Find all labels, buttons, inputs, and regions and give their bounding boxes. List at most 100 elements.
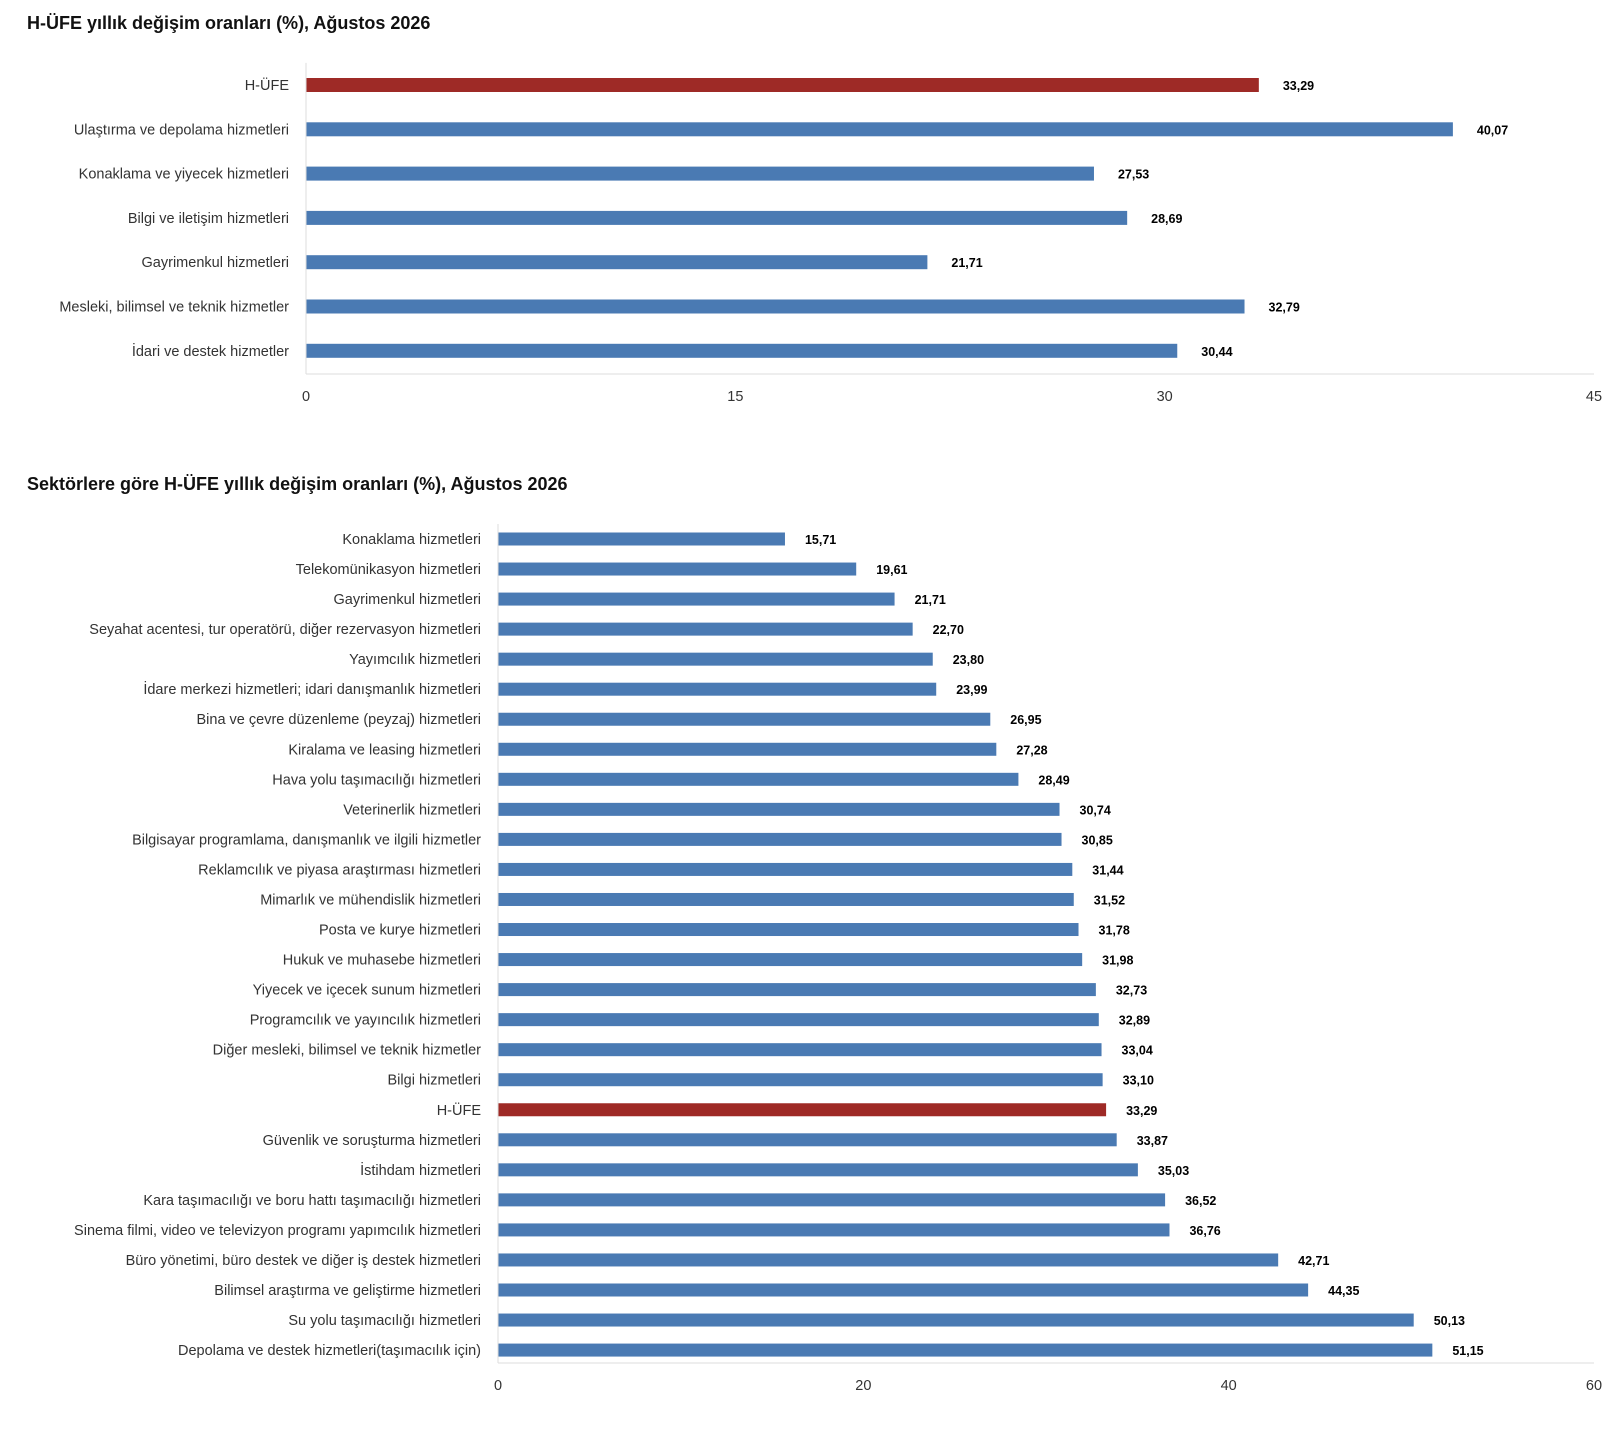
value-label: 35,03: [1158, 1164, 1189, 1178]
x-tick-label: 60: [1586, 1378, 1602, 1394]
bar: [498, 983, 1096, 997]
bar-h-ufe: [498, 1103, 1107, 1117]
category-label: Ulaştırma ve depolama hizmetleri: [74, 122, 289, 138]
bar: [498, 923, 1079, 937]
value-label: 21,71: [915, 593, 946, 607]
value-label: 27,28: [1016, 743, 1047, 757]
bar: [498, 592, 895, 606]
value-label: 21,71: [951, 256, 982, 270]
value-label: 27,53: [1118, 168, 1149, 182]
bar: [498, 742, 997, 756]
category-label: Programcılık ve yayıncılık hizmetleri: [250, 1013, 481, 1029]
category-label: H-ÜFE: [245, 76, 290, 94]
bar: [498, 1163, 1138, 1177]
bar: [498, 832, 1062, 846]
bar: [498, 712, 991, 726]
category-label: H-ÜFE: [437, 1101, 482, 1119]
bar: [306, 299, 1245, 314]
value-label: 33,29: [1126, 1104, 1157, 1118]
bar: [498, 1343, 1433, 1357]
bar: [498, 802, 1060, 816]
value-label: 28,49: [1038, 773, 1069, 787]
x-tick-label: 30: [1157, 389, 1173, 405]
bar: [306, 255, 928, 270]
value-label: 31,52: [1094, 893, 1125, 907]
value-label: 32,79: [1269, 301, 1300, 315]
bar: [498, 622, 913, 636]
x-tick-label: 20: [855, 1378, 871, 1394]
value-label: 33,29: [1283, 79, 1314, 93]
category-label: Telekomünikasyon hizmetleri: [296, 562, 481, 578]
value-label: 22,70: [933, 623, 964, 637]
value-label: 50,13: [1434, 1314, 1465, 1328]
bar: [498, 1253, 1279, 1267]
value-label: 19,61: [876, 563, 907, 577]
bar: [306, 122, 1453, 137]
x-tick-label: 0: [494, 1378, 502, 1394]
category-label: Bilgi hizmetleri: [388, 1073, 481, 1089]
x-tick-label: 15: [727, 389, 743, 405]
category-label: İdari ve destek hizmetler: [132, 342, 289, 360]
chart-2-title: Sektörlere göre H-ÜFE yıllık değişim ora…: [27, 474, 568, 494]
bar: [498, 953, 1083, 967]
bar: [498, 562, 857, 576]
bar: [498, 1133, 1117, 1147]
category-label: Diğer mesleki, bilimsel ve teknik hizmet…: [213, 1043, 481, 1059]
category-label: Veterinerlik hizmetleri: [343, 802, 481, 818]
category-label: Kiralama ve leasing hizmetleri: [288, 742, 481, 758]
value-label: 33,10: [1123, 1074, 1154, 1088]
category-label: Bilgisayar programlama, danışmanlık ve i…: [132, 832, 481, 848]
category-label: Konaklama hizmetleri: [342, 532, 481, 548]
value-label: 28,69: [1151, 212, 1182, 226]
value-label: 23,80: [953, 653, 984, 667]
bar: [498, 532, 785, 546]
category-label: Hava yolu taşımacılığı hizmetleri: [272, 772, 481, 788]
category-label: İdare merkezi hizmetleri; idari danışman…: [143, 680, 481, 698]
bar: [498, 1073, 1103, 1087]
bar: [498, 1223, 1170, 1237]
category-label: Gayrimenkul hizmetleri: [334, 592, 481, 608]
category-label: Mesleki, bilimsel ve teknik hizmetler: [59, 300, 289, 316]
bar: [498, 1193, 1166, 1207]
category-label: Reklamcılık ve piyasa araştırması hizmet…: [198, 862, 481, 878]
category-label: Bina ve çevre düzenleme (peyzaj) hizmetl…: [197, 712, 482, 728]
value-label: 15,71: [805, 533, 836, 547]
value-label: 40,07: [1477, 123, 1508, 137]
category-label: Sinema filmi, video ve televizyon progra…: [74, 1223, 481, 1239]
x-tick-label: 45: [1586, 389, 1602, 405]
bar: [498, 682, 937, 696]
category-label: Bilimsel araştırma ve geliştirme hizmetl…: [214, 1283, 481, 1299]
value-label: 31,98: [1102, 954, 1133, 968]
bar: [306, 166, 1094, 181]
category-label: Su yolu taşımacılığı hizmetleri: [288, 1313, 481, 1329]
category-label: Yiyecek ve içecek sunum hizmetleri: [253, 983, 481, 999]
bar: [498, 1043, 1102, 1057]
category-label: Yayımcılık hizmetleri: [349, 652, 481, 668]
value-label: 33,87: [1137, 1134, 1168, 1148]
bar: [498, 772, 1019, 786]
bar: [498, 862, 1073, 876]
value-label: 36,76: [1189, 1224, 1220, 1238]
value-label: 26,95: [1010, 713, 1041, 727]
value-label: 51,15: [1452, 1344, 1483, 1358]
value-label: 36,52: [1185, 1194, 1216, 1208]
category-label: İstihdam hizmetleri: [360, 1161, 481, 1179]
value-label: 42,71: [1298, 1254, 1329, 1268]
value-label: 30,85: [1082, 833, 1113, 847]
bar: [306, 210, 1128, 225]
category-label: Posta ve kurye hizmetleri: [319, 923, 481, 939]
value-label: 32,89: [1119, 1014, 1150, 1028]
category-label: Hukuk ve muhasebe hizmetleri: [283, 953, 481, 969]
value-label: 31,44: [1092, 863, 1123, 877]
x-tick-label: 0: [302, 389, 310, 405]
category-label: Seyahat acentesi, tur operatörü, diğer r…: [89, 622, 481, 638]
bar: [498, 652, 933, 666]
chart-2-plot: Konaklama hizmetleri 15,71 Telekomünikasyo…: [74, 523, 1602, 1394]
chart-1-plot: H-ÜFE 33,29 Ulaştırma ve depolama hizmetle…: [59, 62, 1602, 405]
category-label: Depolama ve destek hizmetleri(taşımacılı…: [178, 1343, 481, 1359]
value-label: 30,74: [1080, 803, 1111, 817]
value-label: 23,99: [956, 683, 987, 697]
category-label: Büro yönetimi, büro destek ve diğer iş d…: [126, 1253, 481, 1269]
category-label: Mimarlık ve mühendislik hizmetleri: [260, 892, 481, 908]
bar-h-ufe: [306, 78, 1259, 92]
